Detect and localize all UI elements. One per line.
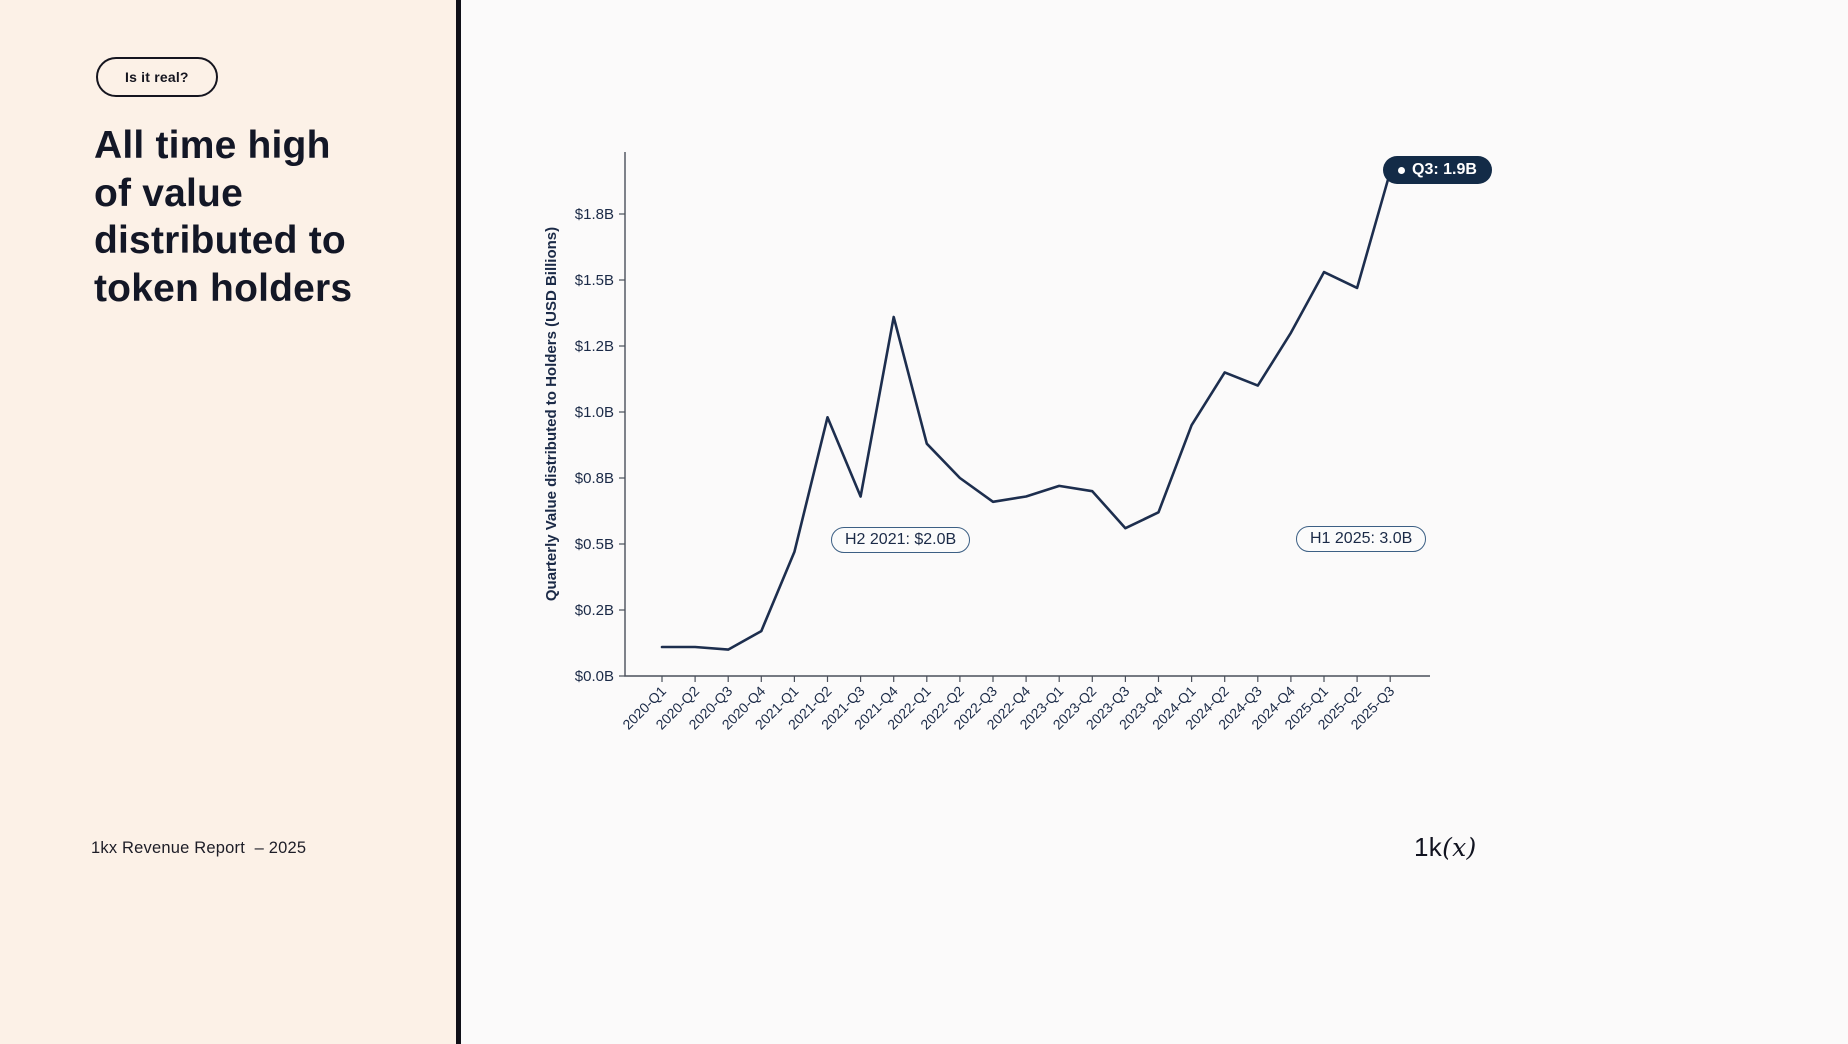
svg-text:$0.0B: $0.0B bbox=[575, 668, 614, 685]
is-it-real-badge: Is it real? bbox=[96, 57, 218, 97]
quarterly-value-chart: $0.0B $0.2B $0.5B $0.8B $1.0B $1.2B $1.5B $1.8B… bbox=[540, 140, 1470, 820]
svg-text:$1.2B: $1.2B bbox=[575, 338, 614, 355]
left-panel: Is it real? All time high of value distr… bbox=[0, 0, 456, 1044]
svg-text:$0.8B: $0.8B bbox=[575, 470, 614, 487]
svg-text:$0.2B: $0.2B bbox=[575, 602, 614, 619]
svg-text:$1.8B: $1.8B bbox=[575, 206, 614, 223]
line-chart-svg: $0.0B $0.2B $0.5B $0.8B $1.0B $1.2B $1.5B $1.8B… bbox=[543, 152, 1430, 733]
brand-logo: 1k(x) bbox=[1414, 832, 1477, 863]
report-footer-label: 1kx Revenue Report – 2025 bbox=[91, 839, 307, 857]
latest-quarter-label: Q3: 1.9B bbox=[1412, 161, 1477, 178]
latest-quarter-badge: Q3: 1.9B bbox=[1383, 156, 1492, 184]
panel-divider bbox=[456, 0, 461, 1044]
brand-suffix: (x) bbox=[1442, 833, 1477, 862]
dot-icon bbox=[1398, 166, 1405, 174]
svg-text:$0.5B: $0.5B bbox=[575, 536, 614, 553]
page-title: All time high of value distributed to to… bbox=[94, 124, 353, 310]
brand-prefix: 1k bbox=[1414, 832, 1443, 862]
svg-text:Quarterly Value distributed to: Quarterly Value distributed to Holders (… bbox=[543, 227, 560, 601]
annotation-h1-2025: H1 2025: 3.0B bbox=[1296, 526, 1427, 552]
annotation-h2-2021: H2 2021: $2.0B bbox=[831, 527, 971, 553]
svg-text:$1.0B: $1.0B bbox=[575, 404, 614, 421]
svg-text:$1.5B: $1.5B bbox=[575, 272, 614, 289]
